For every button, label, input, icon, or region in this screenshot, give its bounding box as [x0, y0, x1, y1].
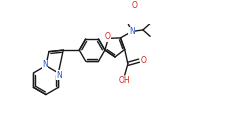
Text: N: N	[56, 71, 62, 80]
Text: N: N	[128, 27, 134, 36]
Text: OH: OH	[118, 76, 130, 85]
Text: O: O	[131, 1, 137, 10]
Text: O: O	[104, 32, 110, 41]
Text: O: O	[140, 56, 146, 65]
Text: N: N	[42, 60, 48, 69]
